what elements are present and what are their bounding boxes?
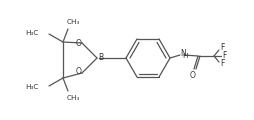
Text: F: F	[222, 51, 226, 60]
Text: H₃C: H₃C	[26, 84, 39, 90]
Text: H₃C: H₃C	[26, 30, 39, 36]
Text: CH₃: CH₃	[66, 19, 80, 25]
Text: B: B	[99, 54, 104, 63]
Text: O: O	[76, 67, 82, 77]
Text: F: F	[220, 60, 224, 69]
Text: F: F	[220, 44, 224, 53]
Text: CH₃: CH₃	[66, 95, 80, 101]
Text: O: O	[76, 39, 82, 48]
Text: N: N	[180, 48, 186, 57]
Text: H: H	[182, 53, 187, 59]
Text: O: O	[190, 71, 196, 79]
